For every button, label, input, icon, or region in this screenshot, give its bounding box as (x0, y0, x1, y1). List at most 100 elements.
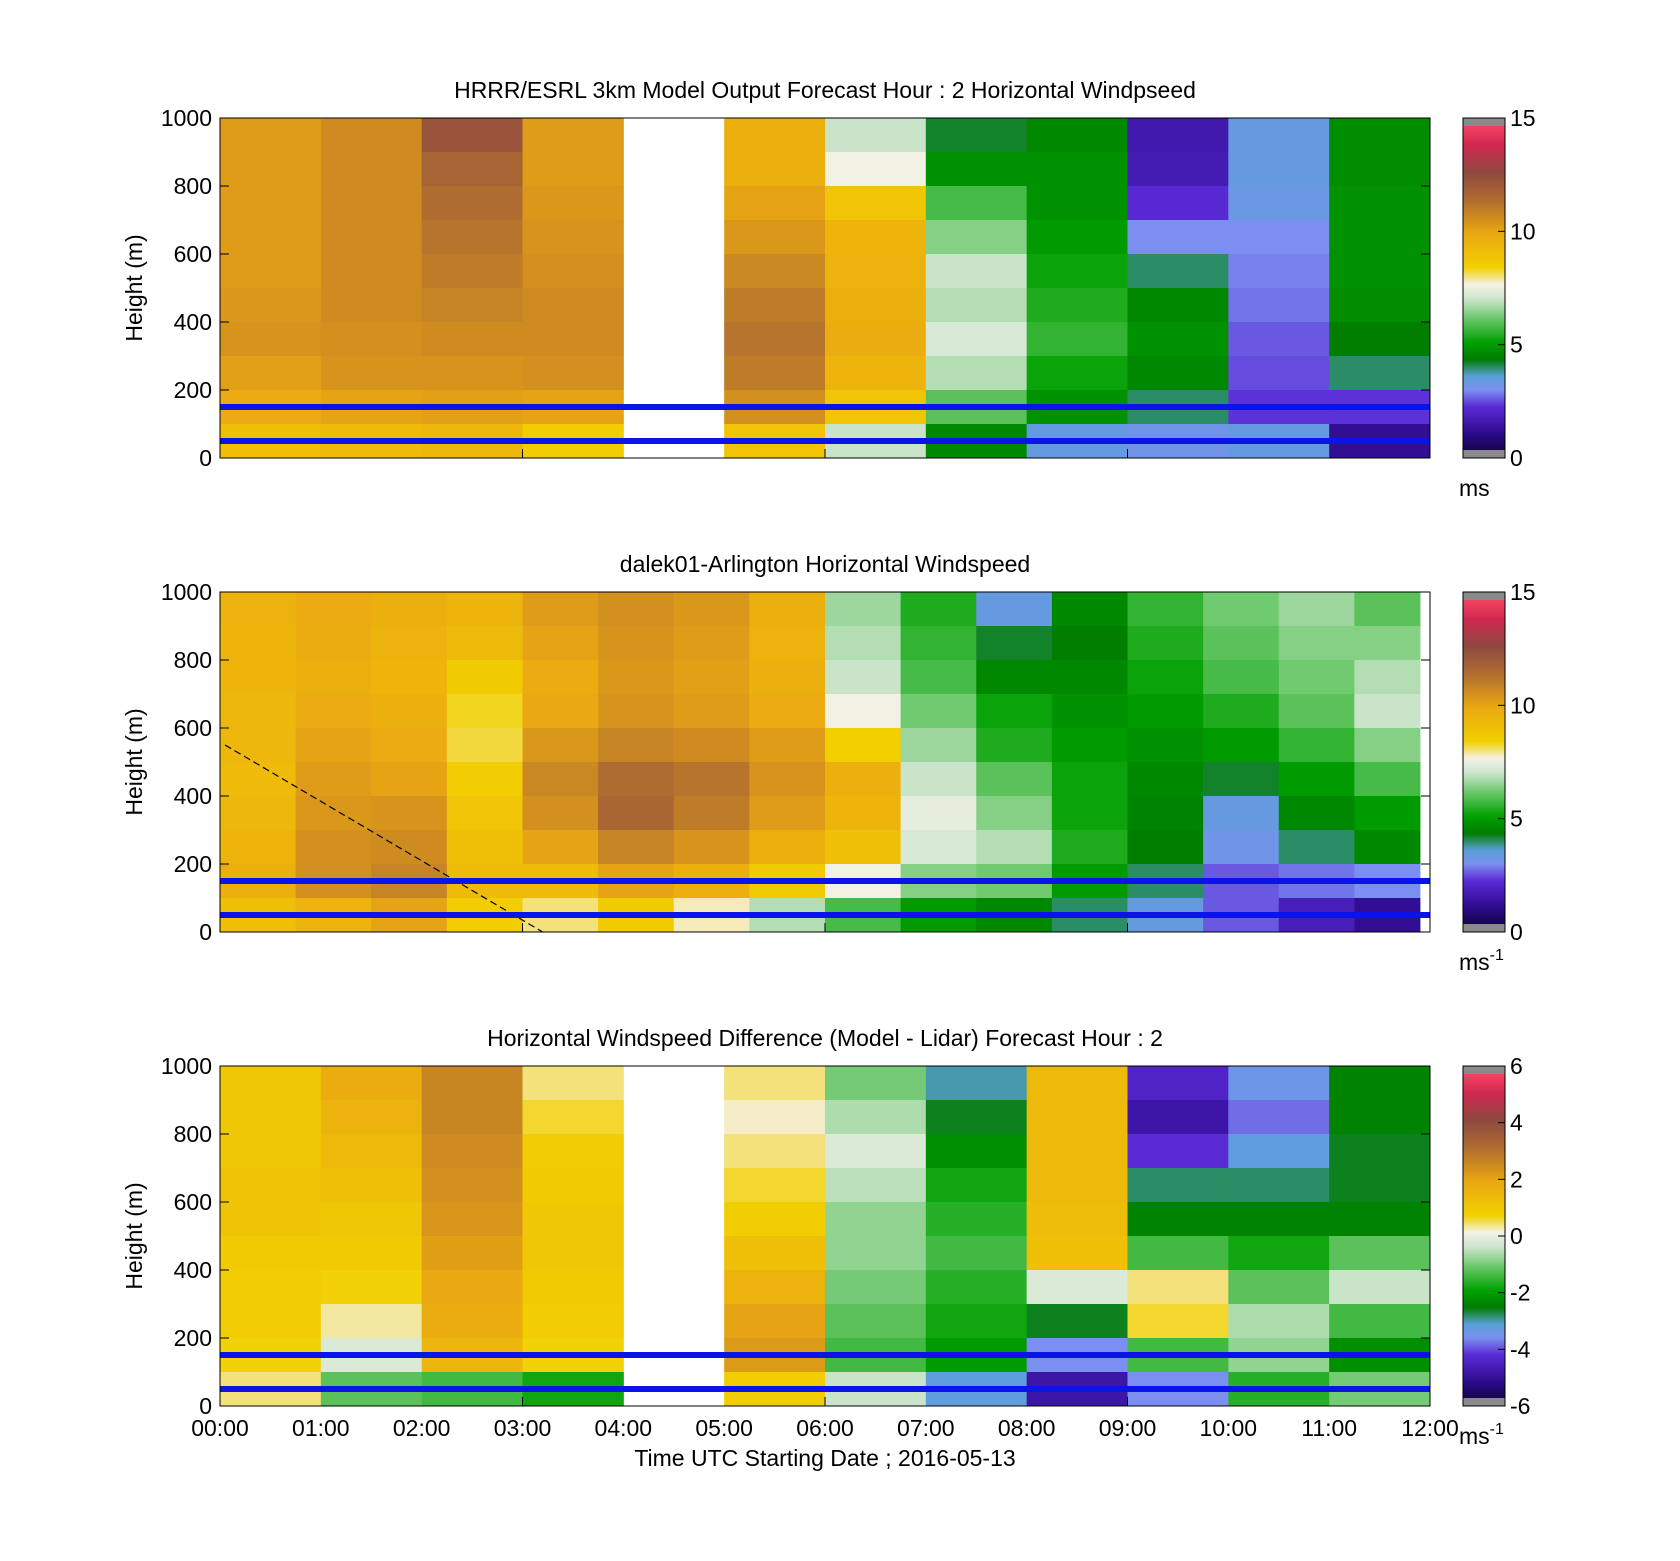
heatmap-cell (421, 152, 523, 187)
heatmap-cell (421, 1270, 523, 1305)
heatmap-cell (1329, 1100, 1431, 1135)
heatmap-cell (900, 626, 977, 661)
heatmap-cell (925, 1134, 1028, 1169)
heatmap-cell (825, 796, 902, 831)
heatmap-cell (220, 220, 322, 255)
heatmap-cell (320, 1100, 423, 1135)
heatmap-cell (724, 1304, 826, 1339)
heatmap-cell (724, 186, 826, 221)
heatmap-cell (1228, 1236, 1330, 1271)
heatmap-cell (220, 1168, 322, 1203)
heatmap-cell (1278, 592, 1355, 627)
heatmap-cell (1127, 762, 1204, 797)
heatmap-cell (825, 592, 902, 627)
heatmap-cell (1329, 1066, 1431, 1101)
heatmap-cell (976, 626, 1053, 661)
heatmap-cell (925, 1236, 1028, 1271)
y-tick-label: 800 (174, 1121, 212, 1147)
heatmap-cell (925, 118, 1028, 153)
x-tick-label: 01:00 (292, 1415, 350, 1441)
x-tick-label: 10:00 (1200, 1415, 1258, 1441)
colorbar: -6 -4 -2 0 2 4 6 ms-1 (1459, 1053, 1531, 1449)
heatmap-cell (1228, 356, 1330, 391)
heatmap-cell (522, 1270, 624, 1305)
colorbar-tick-label: 6 (1510, 1053, 1523, 1079)
heatmap-cell (1203, 728, 1280, 763)
heatmap-cell (220, 288, 322, 323)
heatmap-cell (522, 762, 599, 797)
heatmap-cell (1228, 1066, 1330, 1101)
colorbar-unit: ms-1 (1459, 947, 1504, 975)
heatmap-cell (749, 626, 826, 661)
heatmap-cell (1127, 220, 1229, 255)
heatmap-cell (749, 762, 826, 797)
heatmap-cell (825, 186, 927, 221)
y-tick-label: 400 (174, 309, 212, 335)
heatmap-cell (900, 796, 977, 831)
heatmap-cell (220, 1066, 322, 1101)
heatmap-cell (1051, 762, 1128, 797)
x-tick-label: 05:00 (695, 1415, 753, 1441)
panel-title: Horizontal Windspeed Difference (Model -… (487, 1025, 1163, 1051)
heatmap-cell (825, 1270, 927, 1305)
heatmap-cell (825, 762, 902, 797)
colorbar-gradient (1463, 592, 1505, 932)
heatmap-cell (522, 220, 624, 255)
heatmap-cell (522, 1100, 624, 1135)
heatmap-cell (825, 356, 927, 391)
heatmap-cell (1051, 830, 1128, 865)
heatmap-cell (724, 356, 826, 391)
heatmap-cell (925, 288, 1028, 323)
colorbar-tick-label: 15 (1510, 105, 1536, 131)
heatmap-cell (825, 1100, 927, 1135)
heatmap-cell (1203, 762, 1280, 797)
heatmap-cell (925, 220, 1028, 255)
heatmap-cell (925, 322, 1028, 357)
heatmap-cell (673, 592, 750, 627)
heatmap-cell (1026, 220, 1128, 255)
heatmap-cell (446, 660, 523, 695)
heatmap-cell (220, 356, 322, 391)
colorbar-under-cap (1463, 450, 1505, 458)
heatmap-cell (220, 830, 297, 865)
heatmap-cell (220, 1270, 322, 1305)
heatmap-cell (976, 694, 1053, 729)
x-tick-label: 11:00 (1301, 1415, 1357, 1441)
heatmap-cell (1127, 1134, 1229, 1169)
heatmap-cell (925, 1202, 1028, 1237)
heatmap-cell (421, 1304, 523, 1339)
heatmap-cell (1329, 220, 1431, 255)
x-tick-label: 08:00 (998, 1415, 1056, 1441)
colorbar: 0 5 10 15 ms (1459, 105, 1536, 501)
heatmap-cell (1329, 186, 1431, 221)
heatmap-cell (1278, 660, 1355, 695)
y-tick-label: 400 (174, 1257, 212, 1283)
heatmap-cell (320, 322, 423, 357)
heatmap-cell (371, 796, 448, 831)
heatmap-cell (421, 288, 523, 323)
heatmap-cell (598, 694, 675, 729)
heatmap-cell (976, 592, 1053, 627)
heatmap-cell (1203, 626, 1280, 661)
heatmap-cell (295, 660, 372, 695)
heatmap-cell (1051, 660, 1128, 695)
heatmap-cell (724, 1236, 826, 1271)
heatmap-cell (1203, 592, 1280, 627)
heatmap-cell (976, 796, 1053, 831)
y-tick-label: 1000 (161, 1053, 212, 1079)
heatmap-cell (220, 694, 297, 729)
y-tick-label: 400 (174, 783, 212, 809)
heatmap-cell (1127, 1066, 1229, 1101)
heatmap-cell (220, 762, 297, 797)
heatmap-cell (320, 356, 423, 391)
heatmap-cell (522, 1304, 624, 1339)
heatmap-cell (825, 220, 927, 255)
heatmap-cell (825, 288, 927, 323)
heatmap-cell (295, 796, 372, 831)
colorbar-unit: ms-1 (1459, 1421, 1504, 1449)
heatmap-cell (673, 660, 750, 695)
heatmap-cell (825, 830, 902, 865)
heatmap-cell (1026, 1066, 1128, 1101)
heatmap-cell (598, 592, 675, 627)
